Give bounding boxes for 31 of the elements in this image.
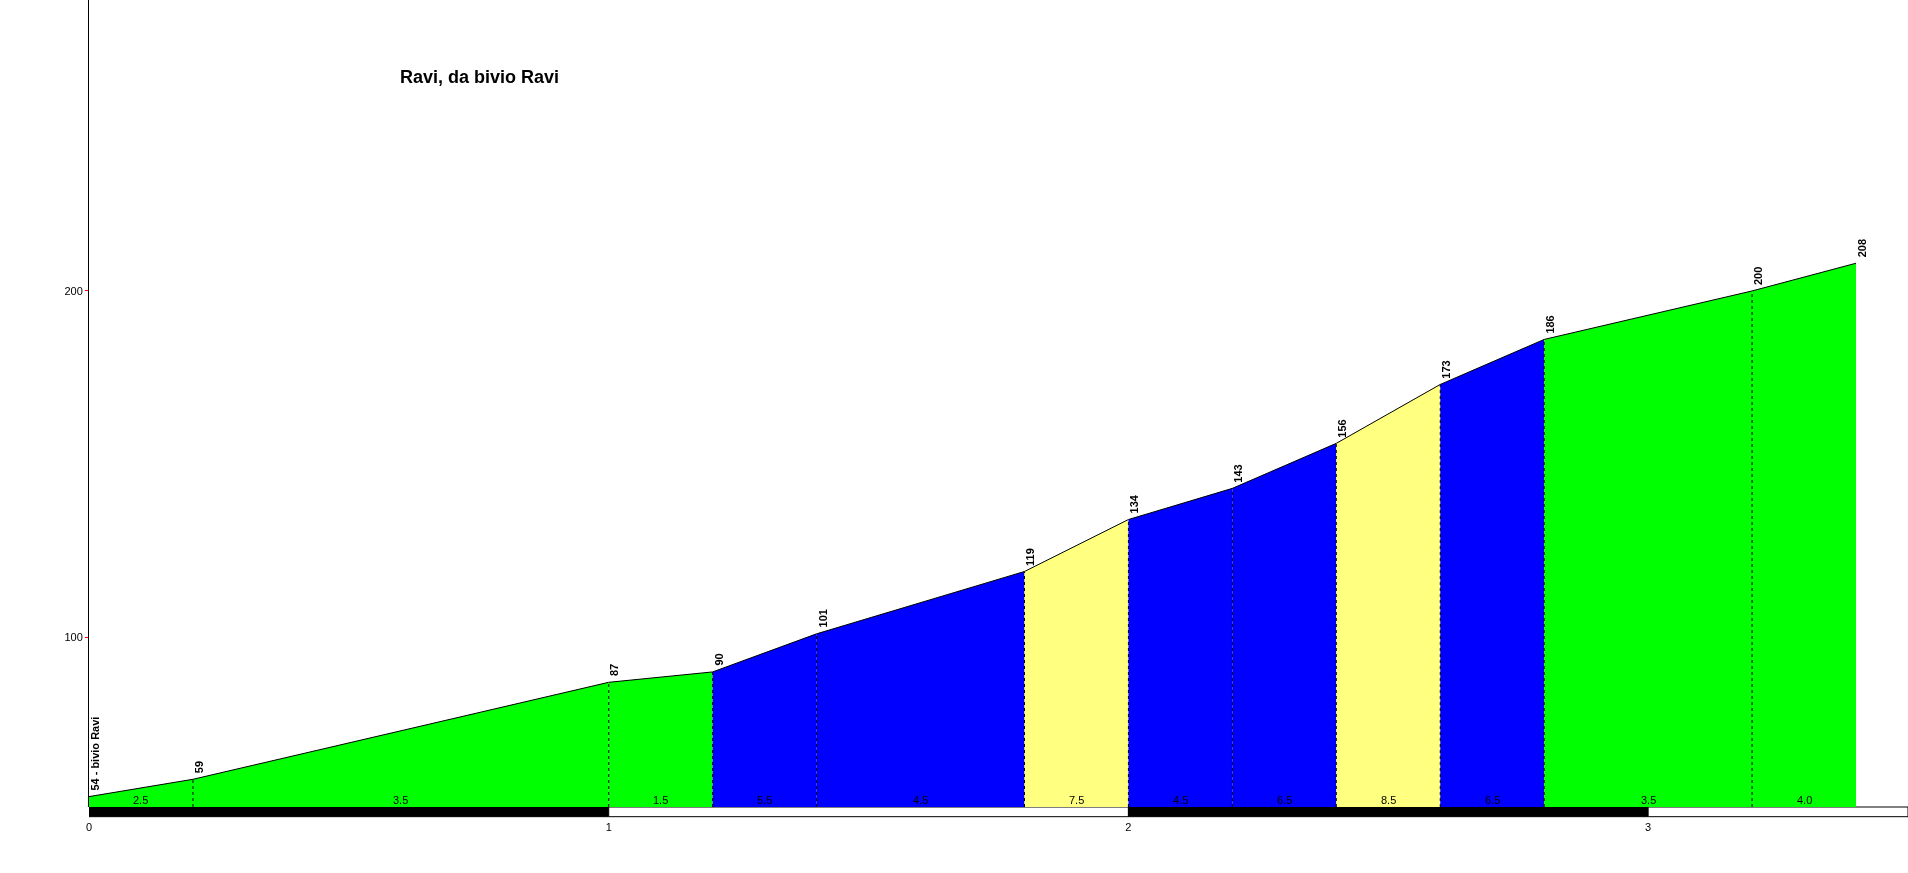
annotation: 4.5 xyxy=(913,794,929,806)
annotation: 3.5 xyxy=(393,794,409,806)
data-label: 186 xyxy=(1543,315,1556,334)
annotation: 8.5 xyxy=(1381,794,1397,806)
data-label: 134 xyxy=(1128,494,1141,514)
annotation: 5.5 xyxy=(757,794,773,806)
data-label: 90 xyxy=(712,653,725,666)
data-label: 119 xyxy=(1024,548,1037,566)
data-label: 54 - bivio Ravi xyxy=(89,716,102,791)
data-label: 173 xyxy=(1439,360,1452,379)
annotation: 6.5 xyxy=(1485,794,1501,806)
x-tick-label: 2 xyxy=(1125,821,1132,833)
x-tick-label: 0 xyxy=(85,821,93,833)
annotation: 3.5 xyxy=(1641,794,1657,806)
data-label: 101 xyxy=(816,609,829,628)
annotation: 1.5 xyxy=(653,794,669,806)
text: Ravi, da bivio Ravi xyxy=(400,67,560,87)
y-tick-label: 100 xyxy=(64,631,83,644)
data-label: 87 xyxy=(608,663,621,677)
data-label: 143 xyxy=(1232,464,1245,483)
annotation: 4.0 xyxy=(1797,794,1813,806)
annotation: 7.5 xyxy=(1069,794,1085,806)
data-label: 208 xyxy=(1855,238,1868,258)
x-tick-label: 1 xyxy=(605,821,612,833)
data-label: 200 xyxy=(1752,266,1765,286)
annotation: 6.5 xyxy=(1277,794,1293,806)
annotation: 2.5 xyxy=(133,794,149,806)
data-label: 59 xyxy=(192,760,205,774)
x-tick-label: 3 xyxy=(1645,821,1652,833)
annotation: 4.5 xyxy=(1173,794,1189,806)
data-label: 156 xyxy=(1335,419,1348,438)
